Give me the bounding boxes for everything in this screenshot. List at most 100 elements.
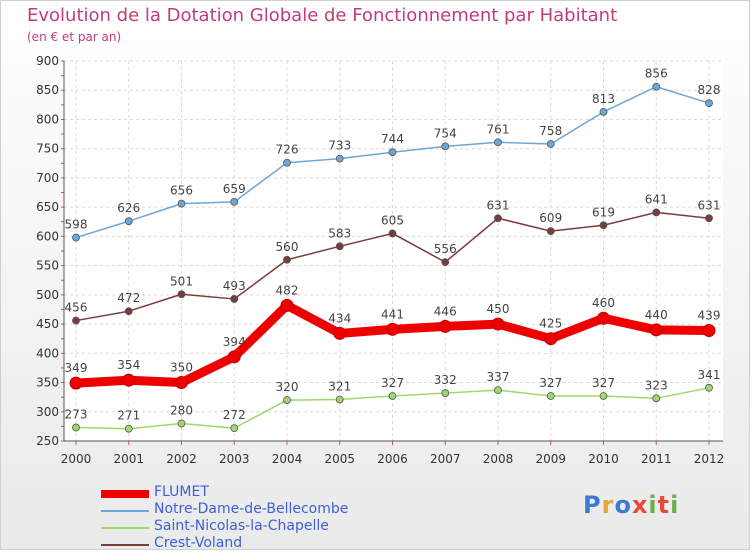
data-label-saint-nicolas-la-chapelle-2006: 327 xyxy=(381,376,404,390)
point-crest-voland-2003 xyxy=(230,295,239,303)
point-crest-voland-2002 xyxy=(177,290,186,299)
point-saint-nicolas-la-chapelle-2005 xyxy=(335,395,344,404)
data-label-saint-nicolas-la-chapelle-2012: 341 xyxy=(698,368,721,382)
legend-item-crest-voland: Crest-Voland xyxy=(101,535,421,554)
point-notre-dame-de-bellecombe-2006 xyxy=(388,148,397,157)
data-label-flumet-2009: 425 xyxy=(539,317,562,331)
point-notre-dame-de-bellecombe-2009 xyxy=(546,140,555,148)
point-saint-nicolas-la-chapelle-2000 xyxy=(72,423,80,432)
point-crest-voland-2010 xyxy=(599,221,608,230)
data-label-notre-dame-de-bellecombe-2004: 726 xyxy=(276,143,299,157)
data-label-flumet-2002: 350 xyxy=(170,361,193,375)
point-notre-dame-de-bellecombe-2000 xyxy=(72,233,80,242)
data-label-crest-voland-2004: 560 xyxy=(276,240,299,254)
point-flumet-2011 xyxy=(649,323,663,337)
legend-label-crest-voland: Crest-Voland xyxy=(154,535,243,551)
data-label-notre-dame-de-bellecombe-2006: 744 xyxy=(381,132,404,146)
data-label-crest-voland-2007: 556 xyxy=(434,242,457,256)
point-crest-voland-2004 xyxy=(283,255,291,264)
point-flumet-2010 xyxy=(597,311,610,325)
data-label-notre-dame-de-bellecombe-2008: 761 xyxy=(487,122,510,136)
point-notre-dame-de-bellecombe-2003 xyxy=(230,197,239,206)
point-flumet-2012 xyxy=(702,324,716,338)
y-tick-label-900: 900 xyxy=(36,54,59,68)
data-label-notre-dame-de-bellecombe-2000: 598 xyxy=(65,218,88,232)
data-label-notre-dame-de-bellecombe-2002: 656 xyxy=(170,184,193,198)
y-tick-label-800: 800 xyxy=(36,112,59,126)
data-label-crest-voland-2006: 605 xyxy=(381,213,404,227)
proxiti-logo: Proxiti xyxy=(583,491,680,519)
point-flumet-2005 xyxy=(333,326,347,340)
data-label-saint-nicolas-la-chapelle-2001: 271 xyxy=(117,409,140,423)
data-label-saint-nicolas-la-chapelle-2002: 280 xyxy=(170,403,193,417)
point-saint-nicolas-la-chapelle-2001 xyxy=(124,424,133,433)
data-label-saint-nicolas-la-chapelle-2011: 323 xyxy=(645,378,668,392)
chart-subtitle: (en € et par an) xyxy=(27,30,122,44)
data-label-crest-voland-2000: 456 xyxy=(65,301,88,315)
point-notre-dame-de-bellecombe-2011 xyxy=(652,82,661,91)
point-saint-nicolas-la-chapelle-2007 xyxy=(441,389,450,397)
data-label-crest-voland-2008: 631 xyxy=(487,198,510,212)
data-label-flumet-2008: 450 xyxy=(487,302,510,316)
data-label-crest-voland-2001: 472 xyxy=(117,291,140,305)
x-tick-label-2012: 2012 xyxy=(694,452,725,466)
point-saint-nicolas-la-chapelle-2009 xyxy=(546,392,555,400)
y-tick-label-600: 600 xyxy=(36,229,59,243)
point-flumet-2004 xyxy=(280,298,294,312)
data-label-flumet-2010: 460 xyxy=(592,296,615,310)
point-flumet-2003 xyxy=(227,350,241,364)
point-saint-nicolas-la-chapelle-2011 xyxy=(652,394,661,403)
y-tick-label-700: 700 xyxy=(36,171,59,185)
data-label-notre-dame-de-bellecombe-2007: 754 xyxy=(434,126,457,140)
x-tick-label-2002: 2002 xyxy=(166,452,197,466)
x-tick-label-2000: 2000 xyxy=(61,452,92,466)
data-label-notre-dame-de-bellecombe-2001: 626 xyxy=(117,201,140,215)
point-crest-voland-2009 xyxy=(546,227,555,236)
point-notre-dame-de-bellecombe-2010 xyxy=(599,107,608,116)
point-crest-voland-2006 xyxy=(388,229,397,238)
point-notre-dame-de-bellecombe-2002 xyxy=(177,199,186,208)
data-label-crest-voland-2002: 501 xyxy=(170,274,193,288)
point-saint-nicolas-la-chapelle-2003 xyxy=(230,424,239,433)
y-tick-label-350: 350 xyxy=(36,376,59,390)
legend-label-flumet: FLUMET xyxy=(154,484,209,500)
point-saint-nicolas-la-chapelle-2004 xyxy=(283,396,291,404)
point-notre-dame-de-bellecombe-2005 xyxy=(335,154,344,163)
data-label-notre-dame-de-bellecombe-2011: 856 xyxy=(645,67,668,81)
point-flumet-2008 xyxy=(491,317,505,331)
legend-item-notre-dame-de-bellecombe: Notre-Dame-de-Bellecombe xyxy=(101,501,421,520)
point-notre-dame-de-bellecombe-2012 xyxy=(705,99,713,107)
data-label-saint-nicolas-la-chapelle-2000: 273 xyxy=(65,408,88,422)
data-label-flumet-2006: 441 xyxy=(381,307,404,321)
x-tick-label-2004: 2004 xyxy=(272,452,303,466)
y-tick-label-450: 450 xyxy=(36,317,59,331)
x-tick-label-2011: 2011 xyxy=(641,452,672,466)
y-tick-label-650: 650 xyxy=(36,200,59,214)
point-notre-dame-de-bellecombe-2007 xyxy=(441,142,450,151)
data-label-saint-nicolas-la-chapelle-2008: 337 xyxy=(487,370,510,384)
point-notre-dame-de-bellecombe-2008 xyxy=(494,138,502,147)
legend-label-saint-nicolas-la-chapelle: Saint-Nicolas-la-Chapelle xyxy=(154,518,329,534)
x-tick-label-2009: 2009 xyxy=(535,452,566,466)
point-crest-voland-2007 xyxy=(441,258,450,267)
point-flumet-2000 xyxy=(69,376,83,390)
data-label-flumet-2000: 349 xyxy=(65,361,88,375)
point-flumet-2001 xyxy=(122,373,136,387)
data-label-crest-voland-2005: 583 xyxy=(328,226,351,240)
data-label-crest-voland-2003: 493 xyxy=(223,279,246,293)
legend-swatch-crest-voland xyxy=(101,544,149,546)
y-tick-label-250: 250 xyxy=(36,434,59,448)
point-crest-voland-2012 xyxy=(705,214,713,223)
chart-title: Evolution de la Dotation Globale de Fonc… xyxy=(27,5,618,26)
legend-item-saint-nicolas-la-chapelle: Saint-Nicolas-la-Chapelle xyxy=(101,518,421,537)
x-tick-label-2005: 2005 xyxy=(324,452,355,466)
data-label-flumet-2004: 482 xyxy=(276,283,299,297)
data-label-crest-voland-2011: 641 xyxy=(645,192,668,206)
point-crest-voland-2005 xyxy=(335,242,344,251)
data-label-saint-nicolas-la-chapelle-2007: 332 xyxy=(434,373,457,387)
y-tick-label-750: 750 xyxy=(36,142,59,156)
x-tick-label-2001: 2001 xyxy=(113,452,144,466)
data-label-notre-dame-de-bellecombe-2009: 758 xyxy=(539,124,562,138)
